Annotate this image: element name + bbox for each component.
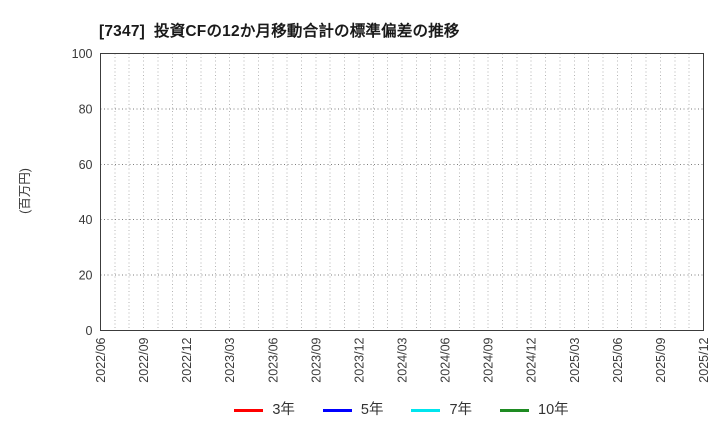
chart-title: [7347] 投資CFの12か月移動合計の標準偏差の推移: [99, 23, 460, 40]
y-tick-label: 20: [79, 269, 93, 283]
y-tick-label: 60: [79, 158, 93, 172]
x-tick-label: 2025/09: [654, 337, 668, 382]
legend-line-swatch-7y: [411, 409, 441, 412]
legend-label-5y: 5年: [360, 402, 384, 418]
legend-item-7y: 7年: [411, 402, 472, 419]
x-tick-label: 2022/09: [137, 337, 151, 382]
legend-line-swatch-10y: [500, 409, 530, 412]
legend-line-swatch-3y: [234, 409, 264, 412]
plot-border: [100, 53, 704, 331]
x-tick-label: 2024/06: [439, 337, 453, 382]
y-tick-label: 40: [79, 213, 93, 227]
y-tick-label: 80: [79, 102, 93, 116]
legend-label-3y: 3年: [272, 402, 295, 418]
legend-line-swatch-5y: [322, 409, 352, 412]
legend-label-7y: 7年: [449, 402, 473, 418]
x-tick-label: 2025/12: [697, 337, 711, 382]
legend-label-10y: 10年: [538, 402, 569, 418]
legend-item-10y: 10年: [500, 402, 569, 419]
legend-item-3y: 3年: [234, 402, 295, 419]
x-tick-label: 2024/09: [482, 337, 496, 382]
y-tick-label: 100: [72, 47, 93, 61]
x-tick-label: 2022/12: [180, 337, 194, 382]
x-tick-label: 2025/03: [568, 337, 582, 382]
x-tick-label: 2023/09: [309, 337, 323, 382]
x-tick-label: 2023/12: [352, 337, 366, 382]
x-tick-label: 2023/06: [266, 337, 280, 382]
x-tick-label: 2024/03: [396, 337, 410, 382]
y-tick-label: 0: [86, 324, 93, 338]
x-tick-label: 2024/12: [525, 337, 539, 382]
legend: 3年 5年 7年 10年: [100, 402, 703, 419]
x-tick-label: 2023/03: [223, 337, 237, 382]
legend-item-5y: 5年: [322, 402, 384, 419]
x-tick-label: 2022/06: [94, 337, 108, 382]
x-tick-label: 2025/06: [611, 337, 625, 382]
